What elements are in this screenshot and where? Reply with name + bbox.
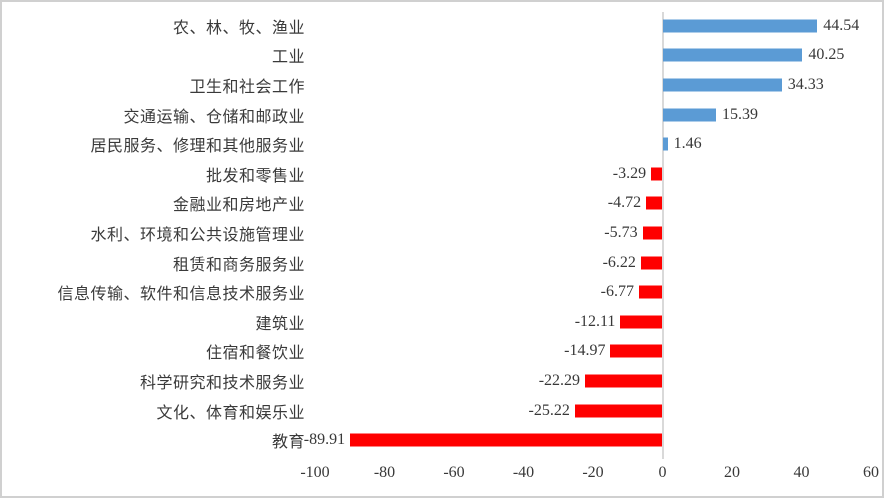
category-label: 居民服务、修理和其他服务业 (90, 138, 305, 156)
chart-row: 科学研究和技术服务业 -22.29 (2, 366, 882, 396)
chart-row: 交通运输、仓储和邮政业 15.39 (2, 100, 882, 130)
plot-cell: -3.29 (315, 159, 871, 189)
chart-row: 租赁和商务服务业 -6.22 (2, 248, 882, 278)
zero-axis-line (661, 12, 664, 459)
value-label: -4.72 (607, 194, 642, 212)
category-label: 交通运输、仓储和邮政业 (123, 108, 305, 126)
category-label: 住宿和餐饮业 (205, 345, 305, 363)
value-label: -25.22 (528, 401, 570, 419)
value-label: 1.46 (673, 135, 702, 153)
value-label: -6.77 (600, 283, 634, 301)
bar (642, 226, 663, 240)
bar (574, 404, 663, 418)
category-label: 工业 (271, 49, 305, 67)
x-axis-tick-label: -80 (373, 464, 396, 481)
plot-cell: 34.33 (315, 70, 871, 100)
plot-cell: -6.22 (315, 248, 871, 278)
bar (638, 285, 663, 299)
value-label: -3.29 (612, 164, 647, 182)
bar (662, 48, 803, 62)
chart-row: 工业 40.25 (2, 41, 882, 71)
value-label: 40.25 (808, 46, 845, 64)
chart-row: 农、林、牧、渔业 44.54 (2, 11, 882, 41)
plot-cell: 44.54 (315, 11, 871, 41)
chart-row: 金融业和房地产业 -4.72 (2, 189, 882, 219)
category-label: 金融业和房地产业 (172, 197, 305, 215)
category-label: 水利、环境和公共设施管理业 (90, 226, 305, 244)
category-label: 文化、体育和娱乐业 (156, 404, 305, 422)
plot-cell: -22.29 (315, 366, 871, 396)
value-label: 15.39 (721, 105, 758, 123)
plot-cell: -6.77 (315, 277, 871, 307)
bar (350, 433, 663, 447)
plot-cell: -25.22 (315, 396, 871, 426)
value-label: -22.29 (538, 371, 581, 389)
bar (651, 167, 663, 181)
chart-rows: 农、林、牧、渔业 44.54 工业 40.25 卫生和社会工作 34.33 交通运输、仓储和… (2, 11, 882, 455)
category-label: 信息传输、软件和信息技术服务业 (57, 286, 305, 304)
chart-row: 居民服务、修理和其他服务业 1.46 (2, 129, 882, 159)
value-label: 44.54 (823, 16, 860, 34)
bar (610, 344, 663, 358)
chart-row: 建筑业 -12.11 (2, 307, 882, 337)
x-axis-tick-label: 0 (658, 464, 667, 481)
chart-row: 教育 -89.91 (2, 425, 882, 455)
chart-row: 信息传输、软件和信息技术服务业 -6.77 (2, 277, 882, 307)
value-label: -14.97 (564, 342, 606, 360)
bar (662, 78, 782, 92)
plot-cell: 15.39 (315, 100, 871, 130)
chart-area: 农、林、牧、渔业 44.54 工业 40.25 卫生和社会工作 34.33 交通运输、仓储和… (2, 11, 882, 486)
x-axis-tick-label: -20 (582, 464, 604, 481)
value-label: -12.11 (574, 312, 616, 330)
x-axis-tick-label: -40 (512, 464, 535, 481)
x-axis-tick-label: 60 (863, 464, 879, 481)
plot-cell: -14.97 (315, 337, 871, 367)
chart-row: 卫生和社会工作 34.33 (2, 70, 882, 100)
category-label: 批发和零售业 (205, 167, 305, 185)
chart-row: 水利、环境和公共设施管理业 -5.73 (2, 218, 882, 248)
bar (646, 196, 663, 210)
bar (662, 19, 818, 33)
chart-row: 住宿和餐饮业 -14.97 (2, 337, 882, 367)
bar (640, 256, 663, 270)
chart-row: 文化、体育和娱乐业 -25.22 (2, 396, 882, 426)
value-label: -5.73 (604, 223, 638, 241)
plot-cell: -12.11 (315, 307, 871, 337)
bar (662, 108, 716, 122)
category-label: 教育 (271, 434, 305, 452)
category-label: 科学研究和技术服务业 (139, 374, 305, 392)
x-axis-tick-label: 40 (793, 464, 810, 481)
plot-cell: -5.73 (315, 218, 871, 248)
value-label: 34.33 (787, 75, 824, 93)
bar (585, 374, 663, 388)
x-axis-tick-label: -100 (300, 464, 330, 481)
plot-cell: 1.46 (315, 129, 871, 159)
value-label: -6.22 (602, 253, 636, 271)
plot-cell: -89.91 (304, 425, 871, 455)
category-label: 租赁和商务服务业 (172, 256, 305, 274)
plot-cell: -4.72 (315, 189, 871, 219)
bar (662, 137, 668, 151)
chart-row: 批发和零售业 -3.29 (2, 159, 882, 189)
plot-cell: 40.25 (315, 41, 871, 71)
category-label: 建筑业 (255, 315, 305, 333)
x-axis-tick-label: 20 (724, 464, 740, 481)
category-label: 卫生和社会工作 (189, 78, 305, 96)
bar (620, 315, 663, 329)
value-label: -89.91 (303, 431, 346, 449)
x-axis-tick-label: -60 (443, 464, 465, 481)
category-label: 农、林、牧、渔业 (172, 19, 305, 37)
x-axis: -100 -80 -60 -40 -20 0 20 40 60 (300, 464, 879, 486)
